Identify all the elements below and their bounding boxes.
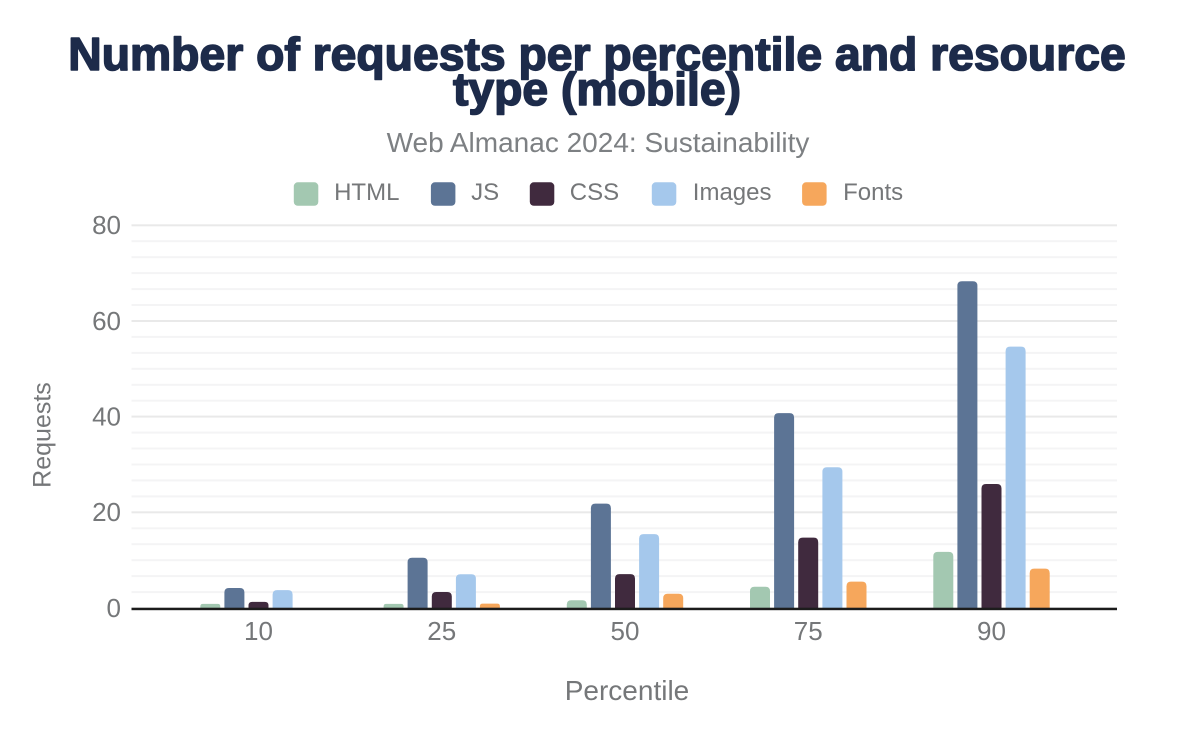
svg-text:50: 50 xyxy=(611,616,640,646)
svg-text:0: 0 xyxy=(107,593,121,623)
svg-text:25: 25 xyxy=(427,616,456,646)
svg-text:90: 90 xyxy=(977,616,1006,646)
svg-text:CSS: CSS xyxy=(570,179,619,206)
svg-text:Web Almanac 2024: Sustainabili: Web Almanac 2024: Sustainability xyxy=(387,127,810,158)
svg-text:HTML: HTML xyxy=(334,179,399,206)
svg-text:JS: JS xyxy=(471,179,499,206)
svg-text:20: 20 xyxy=(92,497,121,527)
svg-text:type (mobile): type (mobile) xyxy=(453,63,741,115)
svg-text:75: 75 xyxy=(794,616,823,646)
svg-text:Requests: Requests xyxy=(29,382,57,488)
svg-text:10: 10 xyxy=(244,616,273,646)
svg-text:Percentile: Percentile xyxy=(565,675,690,706)
svg-text:80: 80 xyxy=(92,210,121,240)
svg-text:40: 40 xyxy=(92,401,121,431)
svg-text:Images: Images xyxy=(693,179,772,206)
svg-text:60: 60 xyxy=(92,306,121,336)
svg-text:Fonts: Fonts xyxy=(843,179,903,206)
svg-text:Number of requests per percent: Number of requests per percentile and re… xyxy=(68,28,1125,80)
